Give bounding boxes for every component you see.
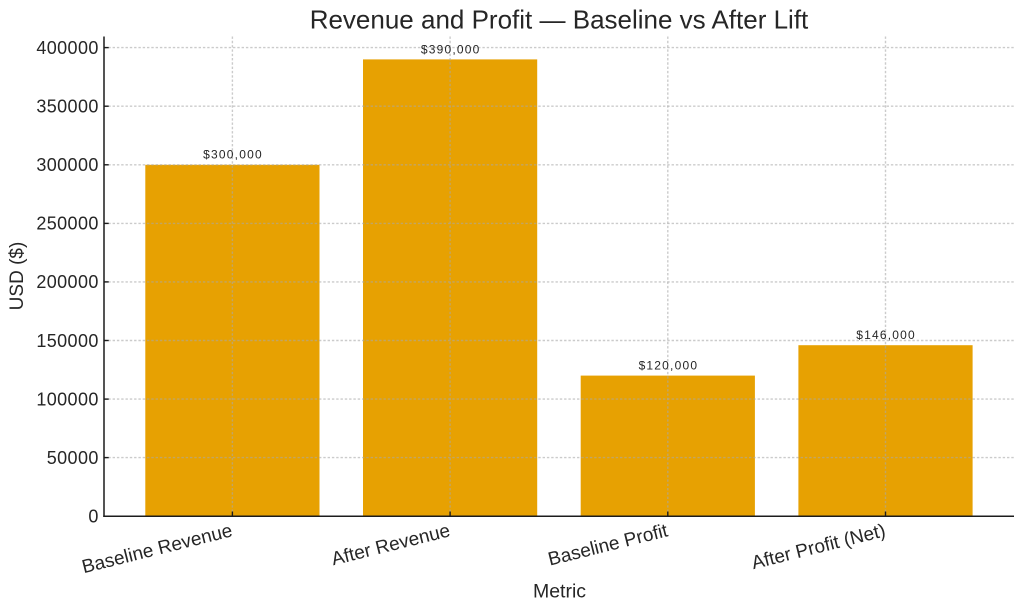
svg-text:50000: 50000 <box>47 448 99 468</box>
svg-text:0: 0 <box>88 507 98 527</box>
svg-text:300000: 300000 <box>36 155 98 175</box>
svg-text:$390,000: $390,000 <box>421 42 481 56</box>
svg-text:350000: 350000 <box>36 97 98 117</box>
svg-text:$146,000: $146,000 <box>856 328 916 342</box>
svg-text:100000: 100000 <box>36 389 98 409</box>
svg-text:200000: 200000 <box>36 272 98 292</box>
svg-text:250000: 250000 <box>36 214 98 234</box>
svg-text:400000: 400000 <box>36 38 98 58</box>
svg-text:Metric: Metric <box>533 580 586 602</box>
svg-text:150000: 150000 <box>36 331 98 351</box>
svg-text:USD ($): USD ($) <box>7 242 28 311</box>
svg-text:Revenue and Profit — Baseline: Revenue and Profit — Baseline vs After L… <box>310 5 809 35</box>
svg-text:$300,000: $300,000 <box>203 147 263 161</box>
svg-text:$120,000: $120,000 <box>639 359 699 373</box>
